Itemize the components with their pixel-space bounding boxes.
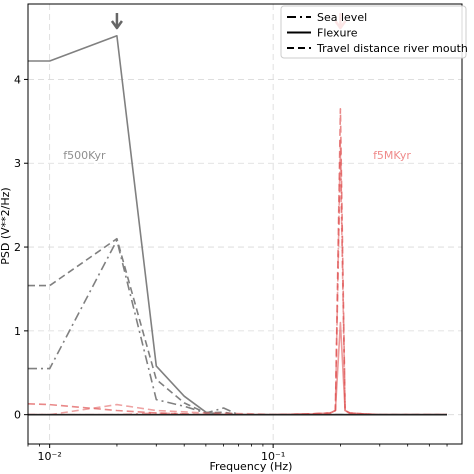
x-tick-label: 10⁻²	[38, 450, 62, 463]
y-tick-label: 2	[14, 241, 21, 254]
legend-label: Travel distance river mouth	[316, 42, 468, 55]
legend: Sea level Flexure Travel distance river mo…	[280, 5, 468, 59]
series-group	[27, 34, 447, 416]
down-arrow-icon	[110, 13, 123, 30]
legend-label: Sea level	[317, 11, 367, 24]
y-axis-label: PSD (V**2/Hz)	[0, 187, 12, 264]
legend-box	[280, 5, 467, 59]
y-tick-label: 0	[14, 409, 21, 422]
plot-frame	[27, 3, 463, 445]
annotation-label: f500Kyr	[63, 149, 106, 162]
y-tick-label: 1	[14, 325, 21, 338]
x-tick-label: 10⁻¹	[261, 450, 285, 463]
annotation-label: f5MKyr	[373, 149, 411, 162]
axis-ticks: 0 1 2 3 4 10⁻² 10⁻¹	[14, 73, 448, 463]
grid	[28, 4, 462, 444]
legend-label: Flexure	[317, 27, 358, 40]
y-tick-label: 4	[14, 73, 21, 86]
y-tick-label: 3	[14, 157, 21, 170]
series-line-5MKyr-dashdot	[28, 137, 447, 416]
x-axis-label: Frequency (Hz)	[210, 460, 293, 473]
